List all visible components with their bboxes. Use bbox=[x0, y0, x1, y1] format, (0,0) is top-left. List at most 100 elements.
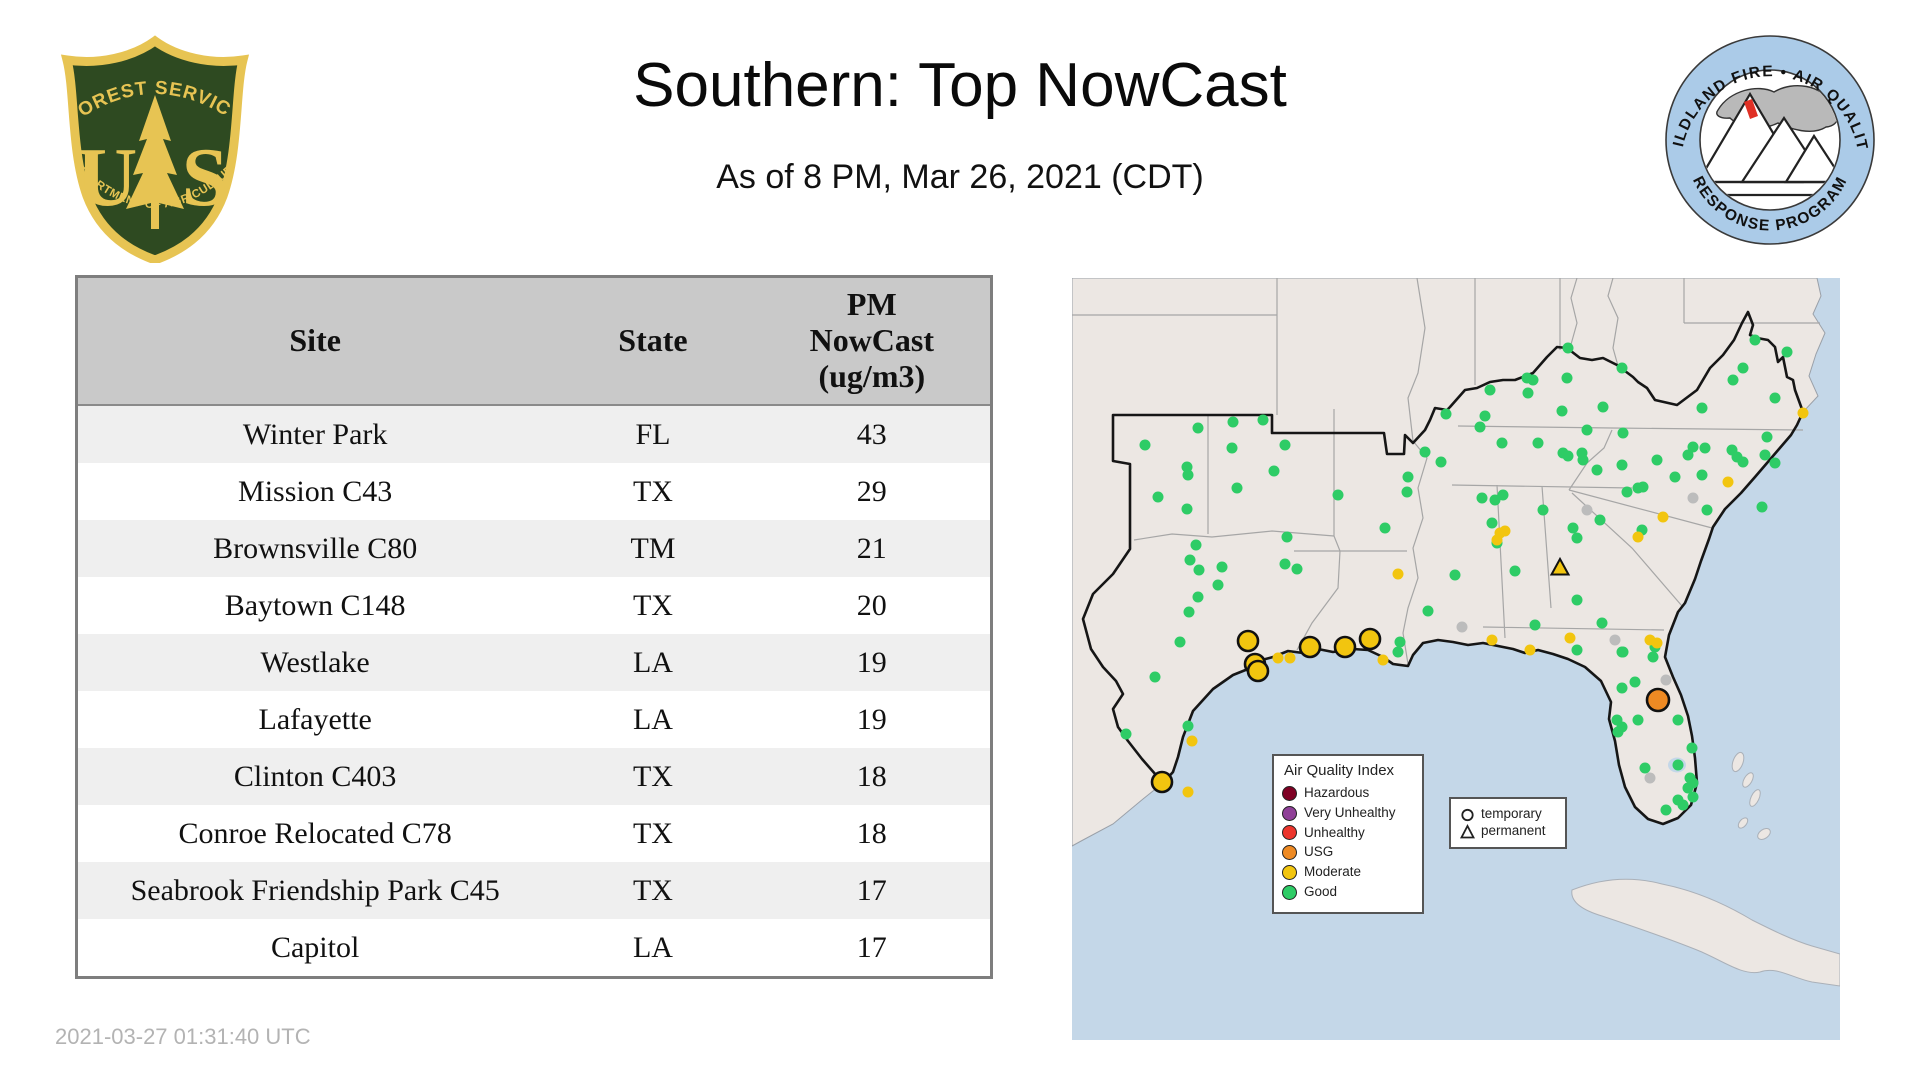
monitor-dot-good bbox=[1401, 486, 1413, 498]
aqi-legend-label: USG bbox=[1304, 844, 1334, 860]
monitor-dot-good bbox=[1669, 471, 1681, 483]
monitor-dot-good bbox=[1192, 422, 1204, 434]
value-cell: 19 bbox=[856, 702, 887, 736]
monitor-dot-moderate bbox=[1491, 534, 1503, 546]
monitor-dot-good bbox=[1522, 387, 1534, 399]
column-header-state: State bbox=[552, 276, 754, 406]
monitor-dot-good bbox=[1756, 501, 1768, 513]
monitor-dot-good bbox=[1509, 565, 1521, 577]
monitor-dot-moderate bbox=[1272, 652, 1284, 664]
temporary-monitor-moderate bbox=[1246, 659, 1270, 683]
temporary-monitor-moderate bbox=[1333, 635, 1357, 659]
monitor-dot-good bbox=[1769, 457, 1781, 469]
temporary-monitor-usg bbox=[1645, 687, 1671, 713]
monitor-dot-good bbox=[1737, 456, 1749, 468]
monitor-dot-good bbox=[1257, 414, 1269, 426]
basemap bbox=[1072, 278, 1840, 1040]
hazardous-legend-dot bbox=[1282, 785, 1297, 801]
monitor-dot-good bbox=[1571, 532, 1583, 544]
monitor-dot-good bbox=[1279, 439, 1291, 451]
temporary-monitor-moderate bbox=[1298, 635, 1322, 659]
value-cell: 17 bbox=[856, 873, 887, 907]
monitor-dot-inactive bbox=[1644, 772, 1656, 784]
monitor-dot-moderate bbox=[1722, 476, 1734, 488]
table-row: Baytown C148 TX 20 bbox=[76, 577, 992, 634]
permanent-legend-label: permanent bbox=[1481, 823, 1546, 839]
monitor-dot-moderate bbox=[1392, 568, 1404, 580]
monitor-dot-good bbox=[1637, 481, 1649, 493]
monitor-dot-good bbox=[1571, 594, 1583, 606]
monitor-dot-good bbox=[1332, 489, 1344, 501]
state-cell: TX bbox=[632, 873, 673, 907]
monitor-dot-good bbox=[1440, 408, 1452, 420]
monitor-dot-good bbox=[1759, 449, 1771, 461]
value-cell: 43 bbox=[856, 417, 887, 451]
column-header-site: Site bbox=[76, 276, 553, 406]
monitor-dot-good bbox=[1737, 362, 1749, 374]
monitor-dot-good bbox=[1529, 619, 1541, 631]
column-header-pm-nowcast: PM NowCast (ug/m3) bbox=[753, 276, 992, 406]
monitor-dot-good bbox=[1279, 558, 1291, 570]
monitor-dot-moderate bbox=[1524, 644, 1536, 656]
site-cell: Brownsville C80 bbox=[213, 531, 418, 565]
table-row: Lafayette LA 19 bbox=[76, 691, 992, 748]
monitor-dot-good bbox=[1497, 489, 1509, 501]
monitor-dot-good bbox=[1192, 591, 1204, 603]
temporary-legend-row: temporary bbox=[1460, 806, 1556, 823]
state-cell: TM bbox=[630, 531, 676, 565]
moderate-monitor-dots bbox=[1182, 407, 1809, 798]
monitor-dot-good bbox=[1687, 791, 1699, 803]
aqi-legend: Air Quality Index Hazardous Very Unhealth… bbox=[1272, 754, 1424, 914]
inactive-monitor-dots bbox=[1456, 492, 1699, 784]
table-row: Seabrook Friendship Park C45 TX 17 bbox=[76, 862, 992, 919]
very_unhealthy-legend-dot bbox=[1282, 805, 1297, 821]
site-cell: Conroe Relocated C78 bbox=[178, 816, 452, 850]
monitor-dot-moderate bbox=[1657, 511, 1669, 523]
monitor-dot-good bbox=[1449, 569, 1461, 581]
monitor-dot-good bbox=[1687, 441, 1699, 453]
value-cell: 17 bbox=[856, 930, 887, 964]
state-cell: TX bbox=[632, 474, 673, 508]
table-row: Conroe Relocated C78 TX 18 bbox=[76, 805, 992, 862]
monitor-dot-good bbox=[1496, 437, 1508, 449]
monitor-dot-good bbox=[1489, 494, 1501, 506]
marker-type-legend: temporary permanent bbox=[1449, 797, 1567, 849]
monitor-dot-good bbox=[1120, 728, 1132, 740]
aqi-legend-label: Good bbox=[1304, 884, 1338, 900]
monitor-dot-good bbox=[1701, 504, 1713, 516]
monitor-dot-good bbox=[1435, 456, 1447, 468]
temporary-monitor-circles bbox=[1150, 627, 1671, 794]
monitor-dot-good bbox=[1616, 682, 1628, 694]
temporary-monitor-moderate bbox=[1358, 627, 1382, 651]
monitor-dot-good bbox=[1562, 450, 1574, 462]
aqi-legend-item: Very Unhealthy bbox=[1282, 805, 1414, 822]
monitor-dot-good bbox=[1486, 517, 1498, 529]
monitor-dot-inactive bbox=[1660, 674, 1672, 686]
monitor-dot-moderate bbox=[1564, 632, 1576, 644]
cuba bbox=[1571, 878, 1840, 987]
nowcast-table: Site State PM NowCast (ug/m3) Winter Par… bbox=[75, 275, 993, 979]
aqi-legend-label: Unhealthy bbox=[1304, 824, 1365, 840]
monitor-dot-good bbox=[1591, 464, 1603, 476]
permanent-marker-icon bbox=[1460, 824, 1475, 839]
monitor-dot-good bbox=[1152, 491, 1164, 503]
flame-mark bbox=[1744, 99, 1758, 119]
monitor-dot-moderate bbox=[1499, 525, 1511, 537]
monitor-dot-good bbox=[1394, 636, 1406, 648]
monitor-dot-good bbox=[1597, 401, 1609, 413]
site-cell: Seabrook Friendship Park C45 bbox=[130, 873, 500, 907]
table-row: Winter Park FL 43 bbox=[76, 405, 992, 463]
aqi-legend-label: Very Unhealthy bbox=[1304, 804, 1396, 820]
monitor-dot-good bbox=[1594, 514, 1606, 526]
monitor-dot-good bbox=[1769, 392, 1781, 404]
table-row: Brownsville C80 TM 21 bbox=[76, 520, 992, 577]
monitor-dot-good bbox=[1181, 503, 1193, 515]
monitor-dot-good bbox=[1402, 471, 1414, 483]
monitor-dot-good bbox=[1182, 720, 1194, 732]
monitor-dot-good bbox=[1392, 646, 1404, 658]
monitor-map: Air Quality Index Hazardous Very Unhealth… bbox=[1072, 278, 1840, 1040]
monitor-dot-moderate bbox=[1182, 786, 1194, 798]
temporary-monitor-moderate bbox=[1236, 629, 1260, 653]
monitor-dot-moderate bbox=[1797, 407, 1809, 419]
